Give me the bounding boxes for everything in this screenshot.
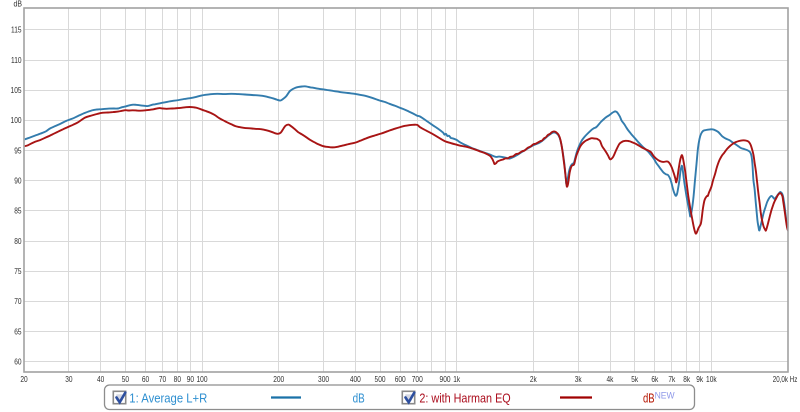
svg-text:60: 60 [142,375,150,384]
svg-text:90: 90 [14,176,22,185]
svg-text:7k: 7k [668,375,676,384]
svg-text:2k: 2k [530,375,538,384]
svg-text:3k: 3k [575,375,583,384]
svg-text:900: 900 [440,375,451,384]
svg-text:700: 700 [412,375,423,384]
svg-text:20: 20 [20,375,28,384]
svg-text:6k: 6k [651,375,659,384]
svg-text:115: 115 [11,26,22,35]
svg-text:NEW: NEW [655,391,675,401]
svg-text:70: 70 [159,375,167,384]
svg-text:80: 80 [14,237,22,246]
svg-text:dB: dB [353,391,365,406]
svg-text:90: 90 [187,375,195,384]
svg-text:85: 85 [14,207,22,216]
svg-text:60: 60 [14,358,22,367]
svg-text:30: 30 [65,375,73,384]
svg-text:10k: 10k [706,375,717,384]
svg-text:8k: 8k [683,375,691,384]
svg-text:dB: dB [643,391,655,406]
svg-text:dB: dB [14,0,23,9]
svg-text:110: 110 [11,56,22,65]
svg-text:5k: 5k [631,375,639,384]
svg-text:20,0k Hz: 20,0k Hz [773,375,798,384]
svg-text:75: 75 [14,267,22,276]
svg-text:95: 95 [14,146,22,155]
svg-text:50: 50 [122,375,130,384]
svg-text:1: Average L+R: 1: Average L+R [129,391,207,406]
svg-text:400: 400 [350,375,361,384]
svg-text:9k: 9k [696,375,704,384]
svg-text:100: 100 [197,375,208,384]
svg-text:100: 100 [11,116,22,125]
svg-text:300: 300 [318,375,329,384]
svg-text:65: 65 [14,327,22,336]
svg-text:200: 200 [273,375,284,384]
svg-text:2: with Harman EQ: 2: with Harman EQ [419,391,510,406]
svg-text:600: 600 [395,375,406,384]
svg-text:70: 70 [14,297,22,306]
svg-text:1k: 1k [453,375,461,384]
svg-text:40: 40 [97,375,105,384]
svg-text:500: 500 [375,375,386,384]
svg-text:4k: 4k [607,375,615,384]
svg-text:80: 80 [174,375,182,384]
svg-text:105: 105 [11,86,22,95]
